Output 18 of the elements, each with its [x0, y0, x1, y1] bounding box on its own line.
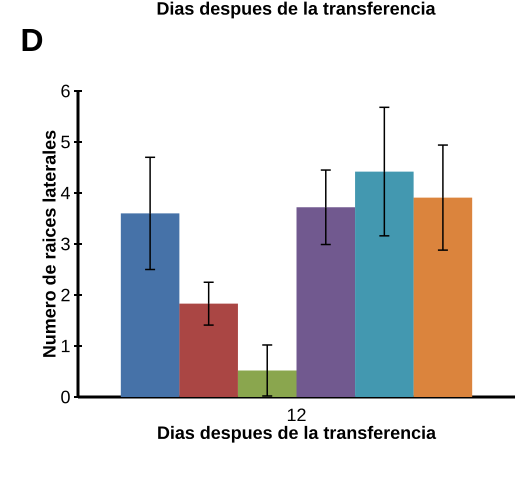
text: D — [22, 29, 42, 51]
bar — [120, 213, 180, 397]
y-tick-label: 6 — [61, 84, 70, 98]
y-tick-label: 0 — [61, 390, 70, 404]
bar — [355, 172, 414, 397]
y-tick-label: 2 — [61, 288, 70, 302]
y-tick-label: 5 — [61, 136, 70, 148]
x-tick-label: 12 — [288, 408, 306, 422]
y-tick-label: 3 — [61, 238, 70, 250]
bar — [179, 304, 238, 397]
y-tick-label: 4 — [60, 186, 70, 200]
y-axis-title: Numero de raices laterales — [42, 130, 56, 357]
text: Dias despues de la transferencia — [158, 2, 436, 18]
bar — [296, 207, 356, 397]
y-tick-label: 1 — [62, 340, 70, 352]
bar — [414, 198, 472, 397]
bar — [238, 370, 297, 397]
x-axis-title: Dias despues de la transferencia — [158, 426, 436, 443]
